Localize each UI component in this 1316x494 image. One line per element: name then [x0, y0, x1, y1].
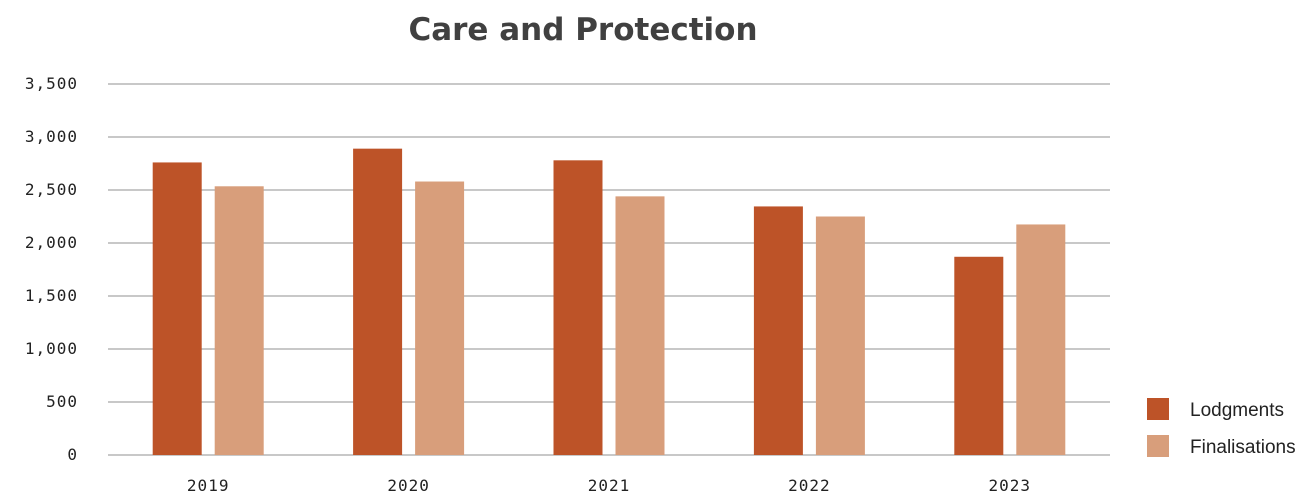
x-tick-label: 2019 — [187, 476, 230, 494]
bar-finalisations-2019 — [214, 186, 264, 456]
x-tick-label: 2020 — [387, 476, 430, 494]
legend-label-finalisations: Finalisations — [1190, 437, 1296, 458]
legend-swatch-finalisations — [1147, 435, 1169, 457]
y-tick-label: 2,500 — [25, 180, 78, 199]
y-axis-ticks: 0 500 1,000 1,500 2,000 2,500 3,000 3,500 — [25, 74, 78, 464]
bar-lodgments-2022 — [753, 206, 803, 455]
bar-lodgments-2023 — [954, 256, 1004, 455]
bar-finalisations-2020 — [415, 181, 465, 455]
y-tick-label: 0 — [67, 445, 78, 464]
y-tick-label: 3,500 — [25, 74, 78, 93]
x-tick-label: 2022 — [788, 476, 831, 494]
gridlines — [108, 83, 1110, 456]
x-tick-label: 2023 — [989, 476, 1032, 494]
legend-label-lodgments: Lodgments — [1190, 400, 1284, 421]
bar-lodgments-2021 — [553, 160, 603, 455]
legend: Lodgments Finalisations — [1147, 398, 1296, 458]
y-tick-label: 1,500 — [25, 286, 78, 305]
y-tick-label: 3,000 — [25, 127, 78, 146]
bar-finalisations-2022 — [815, 216, 865, 455]
x-tick-label: 2021 — [588, 476, 631, 494]
x-axis-ticks: 2019 2020 2021 2022 2023 — [187, 476, 1032, 494]
chart-title: Care and Protection — [408, 12, 757, 48]
bar-lodgments-2019 — [152, 162, 202, 455]
bar-finalisations-2023 — [1016, 224, 1066, 455]
bar-finalisations-2021 — [615, 196, 665, 456]
y-tick-label: 500 — [46, 392, 78, 411]
y-tick-label: 1,000 — [25, 339, 78, 358]
bars — [152, 148, 1066, 456]
bar-lodgments-2020 — [353, 148, 403, 455]
y-tick-label: 2,000 — [25, 233, 78, 252]
legend-swatch-lodgments — [1147, 398, 1169, 420]
